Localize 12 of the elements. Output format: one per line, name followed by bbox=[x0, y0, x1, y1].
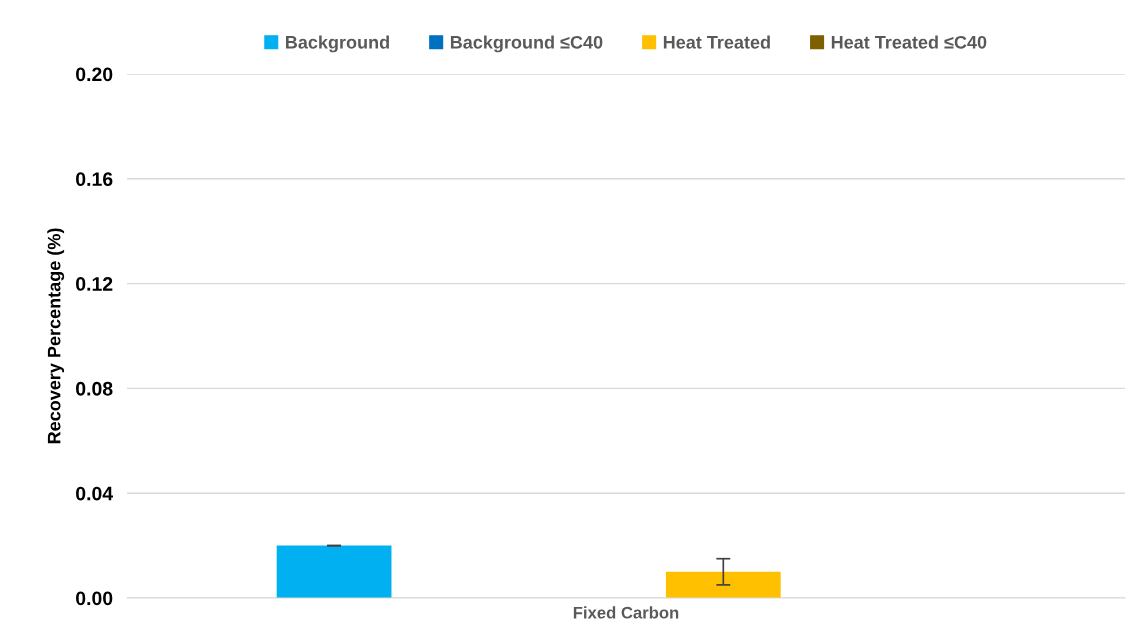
legend-label: Background ≤C40 bbox=[450, 35, 603, 53]
y-tick-label: 0.04 bbox=[76, 486, 114, 501]
y-tick-label: 0.12 bbox=[76, 277, 113, 291]
y-axis-title: Recovery Percentage (%) bbox=[47, 228, 65, 444]
y-tick-label: 0.16 bbox=[76, 172, 113, 187]
y-tick-label: 0.08 bbox=[76, 381, 113, 396]
y-tick-label: 0.20 bbox=[76, 67, 113, 82]
legend-label: Background bbox=[286, 35, 389, 53]
x-tick-label: Fixed Carbon bbox=[573, 606, 679, 619]
legend-label: Heat Treated bbox=[663, 35, 770, 49]
legend-label: Heat Treated ≤C40 bbox=[831, 35, 987, 49]
y-tick-label: 0.00 bbox=[76, 591, 113, 606]
